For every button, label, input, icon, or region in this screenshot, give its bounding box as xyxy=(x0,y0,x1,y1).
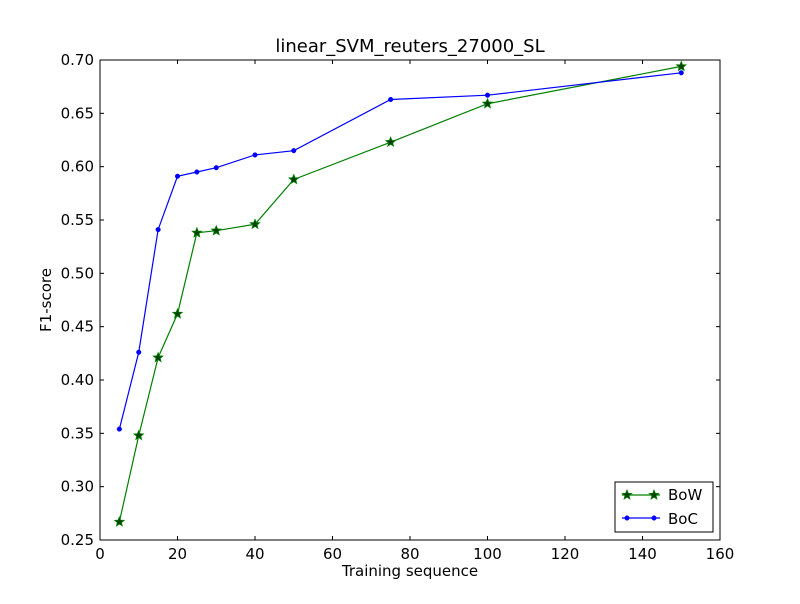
data-point-bow xyxy=(191,226,203,238)
data-point-bow xyxy=(210,224,223,236)
plot-area xyxy=(113,60,688,527)
data-point-boc xyxy=(484,92,491,98)
y-tick-label: 0.55 xyxy=(61,211,94,229)
data-point-bow xyxy=(481,97,494,109)
data-point-bow xyxy=(287,173,300,185)
series-boc xyxy=(116,70,684,432)
legend-marker-boc xyxy=(651,515,657,521)
legend-label-bow: BoW xyxy=(668,486,702,504)
data-point-boc xyxy=(291,148,297,154)
y-tick-label: 0.65 xyxy=(61,104,94,122)
legend: BoW BoC xyxy=(614,481,714,533)
data-point-boc xyxy=(136,349,142,355)
legend-marker-bow xyxy=(621,488,633,500)
x-tick-label: 160 xyxy=(706,545,735,563)
legend-marker-bow xyxy=(648,488,660,500)
y-axis-label: F1-score xyxy=(37,268,55,332)
chart-title: linear_SVM_reuters_27000_SL xyxy=(275,36,544,57)
x-tick-label: 140 xyxy=(628,545,657,563)
data-point-boc xyxy=(388,96,394,103)
data-point-bow xyxy=(384,136,397,148)
x-tick-label: 20 xyxy=(168,545,187,563)
data-point-bow xyxy=(171,307,184,319)
x-tick-label: 120 xyxy=(551,545,580,563)
data-point-boc xyxy=(116,426,122,432)
y-tick-label: 0.30 xyxy=(61,478,94,496)
y-tick-label: 0.45 xyxy=(61,318,94,336)
data-point-bow xyxy=(152,351,164,363)
data-point-bow xyxy=(113,515,126,527)
data-point-boc xyxy=(174,173,181,179)
data-point-boc xyxy=(194,169,200,175)
y-tick-label: 0.40 xyxy=(61,371,94,389)
plot-frame xyxy=(99,59,721,541)
x-tick-label: 80 xyxy=(400,545,419,563)
x-tick-label: 40 xyxy=(245,545,264,563)
y-tick-label: 0.50 xyxy=(61,264,94,282)
legend-label-boc: BoC xyxy=(668,510,698,528)
y-tick-label: 0.70 xyxy=(61,51,94,69)
x-axis-label: Training sequence xyxy=(341,562,478,580)
x-tick-label: 60 xyxy=(323,545,342,563)
y-tick-label: 0.35 xyxy=(61,424,94,442)
x-tick-label: 100 xyxy=(473,545,502,563)
data-point-boc xyxy=(252,152,258,158)
y-tick-label: 0.60 xyxy=(61,158,94,176)
data-point-boc xyxy=(155,227,161,233)
series-bow xyxy=(113,60,688,527)
data-point-bow xyxy=(132,429,145,441)
legend-box xyxy=(614,481,714,533)
y-tick-label: 0.25 xyxy=(61,531,94,549)
legend-marker-boc xyxy=(624,515,630,521)
data-point-bow xyxy=(675,60,688,72)
x-tick-label: 0 xyxy=(95,545,105,563)
data-point-boc xyxy=(213,165,219,171)
data-point-bow xyxy=(249,218,261,230)
data-point-boc xyxy=(678,70,684,76)
axis-ticks: 0 20 40 60 80 100 120 140 160 0.25 0.30 0.35 0.40 0.4… xyxy=(61,51,735,563)
